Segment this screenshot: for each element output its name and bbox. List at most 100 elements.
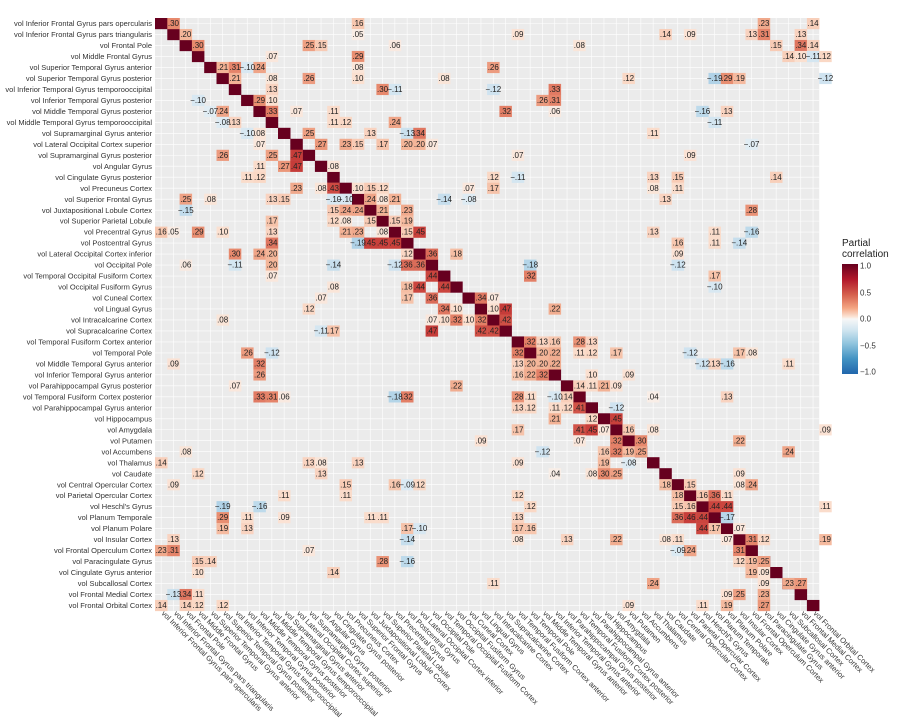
y-axis-labels: vol Inferior Frontal Gyrus pars opercula… bbox=[5, 19, 152, 610]
heatmap-cell bbox=[155, 545, 168, 557]
cell-value-label: −.10 bbox=[190, 96, 206, 105]
heatmap-cell bbox=[671, 248, 685, 260]
heatmap-cell bbox=[720, 72, 734, 85]
diagonal-cell bbox=[425, 259, 439, 271]
heatmap-cell bbox=[216, 105, 229, 118]
diagonal-cell bbox=[167, 28, 180, 41]
heatmap-cell bbox=[511, 523, 525, 535]
cell-value-label: .15 bbox=[352, 140, 364, 149]
cell-value-label: .11 bbox=[783, 359, 794, 368]
cell-value-label: .11 bbox=[279, 491, 290, 500]
heatmap-cell bbox=[560, 534, 574, 546]
heatmap-cell bbox=[228, 248, 242, 260]
heatmap-cell bbox=[278, 391, 291, 403]
cell-value-label: .14 bbox=[156, 601, 168, 610]
cell-value-label: .29 bbox=[352, 52, 364, 61]
cell-value-label: .28 bbox=[377, 557, 389, 566]
heatmap-cell bbox=[671, 171, 685, 183]
heatmap-cell bbox=[511, 512, 525, 524]
legend-tick-label: 1.0 bbox=[860, 261, 872, 271]
heatmap-cell bbox=[696, 490, 709, 502]
diagonal-cell bbox=[720, 523, 734, 535]
diagonal-cell bbox=[216, 72, 229, 85]
heatmap-cell bbox=[597, 424, 611, 436]
cell-value-label: .07 bbox=[303, 546, 315, 555]
cell-value-label: .45 bbox=[611, 414, 623, 423]
cell-value-label: .20 bbox=[402, 140, 414, 149]
cell-value-label: .14 bbox=[561, 392, 573, 401]
cell-value-label: .07 bbox=[254, 140, 266, 149]
cell-value-label: .32 bbox=[525, 338, 537, 347]
cell-value-label: .12 bbox=[586, 348, 598, 357]
diagonal-cell bbox=[696, 501, 709, 513]
y-tick-label: vol Middle Frontal Gyrus bbox=[71, 52, 153, 61]
heatmap-cell bbox=[376, 182, 389, 194]
cell-value-label: .08 bbox=[315, 458, 327, 467]
cell-value-label: .13 bbox=[660, 195, 672, 204]
y-tick-label: vol Postcentral Gyrus bbox=[81, 239, 153, 248]
cell-value-label: .08 bbox=[746, 348, 758, 357]
cell-value-label: .12 bbox=[623, 74, 635, 83]
y-tick-label: vol Superior Frontal Gyrus bbox=[64, 195, 152, 204]
heatmap-cell bbox=[782, 50, 795, 63]
heatmap-cell bbox=[671, 534, 685, 546]
heatmap-cell bbox=[610, 468, 623, 480]
cell-value-label: .36 bbox=[426, 294, 438, 303]
cell-value-label: .10 bbox=[352, 184, 364, 193]
cell-value-label: .15 bbox=[672, 173, 684, 182]
heatmap-cell bbox=[327, 105, 340, 118]
heatmap-cell bbox=[278, 193, 291, 205]
heatmap-cell bbox=[548, 402, 562, 414]
heatmap-cell bbox=[548, 468, 562, 480]
heatmap-cell bbox=[819, 72, 832, 85]
cell-value-label: .09 bbox=[168, 359, 180, 368]
heatmap-cell bbox=[487, 182, 500, 194]
cell-value-label: .13 bbox=[648, 173, 660, 182]
heatmap-cell bbox=[376, 83, 389, 96]
y-tick-label: vol Thalamus bbox=[108, 458, 153, 467]
y-tick-label: vol Precuneus Cortex bbox=[80, 184, 152, 193]
heatmap-cell bbox=[413, 479, 426, 491]
cell-value-label: .27 bbox=[279, 162, 291, 171]
heatmap-cell bbox=[388, 391, 402, 403]
heatmap-cell bbox=[437, 193, 451, 205]
heatmap-cell bbox=[573, 39, 586, 52]
heatmap-cell bbox=[437, 303, 451, 315]
heatmap-cell bbox=[585, 369, 598, 381]
cell-value-label: .17 bbox=[488, 184, 500, 193]
cell-value-label: .18 bbox=[451, 250, 463, 259]
heatmap-cell bbox=[216, 501, 229, 513]
heatmap-cell bbox=[733, 479, 746, 491]
legend-title: Partial correlation bbox=[842, 238, 900, 260]
cell-value-label: .12 bbox=[820, 52, 832, 61]
heatmap-cell bbox=[425, 270, 439, 282]
y-tick-label: vol Temporal Fusiform Cortex anterior bbox=[27, 338, 153, 347]
heatmap-cell bbox=[302, 72, 316, 85]
cell-value-label: .13 bbox=[746, 30, 758, 39]
cell-value-label: .14 bbox=[783, 52, 795, 61]
diagonal-cell bbox=[339, 182, 352, 194]
heatmap-cell bbox=[708, 270, 721, 282]
heatmap-cell bbox=[425, 325, 439, 337]
heatmap-cell bbox=[265, 94, 279, 107]
cell-value-label: .30 bbox=[192, 41, 204, 50]
heatmap-cell bbox=[314, 138, 328, 150]
heatmap-cell bbox=[511, 369, 525, 381]
cell-value-label: .25 bbox=[758, 557, 770, 566]
heatmap-cell bbox=[327, 160, 340, 172]
heatmap-cell bbox=[499, 303, 512, 315]
heatmap-cell bbox=[757, 534, 771, 546]
heatmap-cell bbox=[610, 413, 623, 425]
heatmap-cell bbox=[536, 94, 549, 107]
cell-value-label: .12 bbox=[734, 557, 746, 566]
heatmap-cell bbox=[524, 270, 537, 282]
cell-value-label: .09 bbox=[758, 579, 770, 588]
cell-value-label: .06 bbox=[180, 261, 192, 270]
heatmap-cell bbox=[191, 94, 205, 107]
cell-value-label: .44 bbox=[426, 272, 438, 281]
heatmap-cell bbox=[511, 391, 525, 403]
cell-value-label: .17 bbox=[402, 524, 414, 533]
heatmap-cell bbox=[339, 215, 352, 227]
diagonal-cell bbox=[573, 391, 586, 403]
heatmap-cell bbox=[265, 391, 279, 403]
